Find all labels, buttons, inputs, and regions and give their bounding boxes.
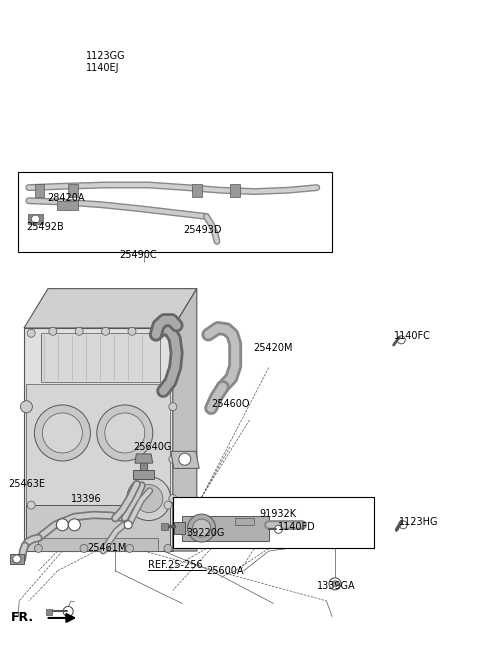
Text: 25640G: 25640G: [133, 442, 172, 453]
Circle shape: [164, 544, 172, 552]
Circle shape: [127, 476, 171, 521]
Bar: [173, 497, 374, 548]
Circle shape: [13, 555, 21, 563]
Circle shape: [32, 215, 39, 223]
Circle shape: [35, 405, 90, 461]
Circle shape: [102, 327, 109, 335]
Circle shape: [27, 501, 35, 509]
Circle shape: [49, 327, 57, 335]
Circle shape: [164, 329, 172, 337]
Circle shape: [27, 329, 35, 337]
Polygon shape: [192, 184, 202, 197]
Circle shape: [126, 544, 133, 552]
Polygon shape: [230, 184, 240, 197]
Polygon shape: [46, 609, 52, 615]
Circle shape: [97, 405, 153, 461]
Text: REF.25-256: REF.25-256: [148, 560, 203, 571]
Polygon shape: [182, 516, 269, 541]
Text: FR.: FR.: [11, 611, 34, 625]
Polygon shape: [35, 184, 44, 197]
Circle shape: [332, 581, 338, 587]
Circle shape: [179, 453, 191, 465]
Text: 25492B: 25492B: [26, 222, 64, 232]
Circle shape: [169, 403, 177, 411]
Text: 1140EJ: 1140EJ: [86, 63, 120, 73]
Polygon shape: [24, 289, 197, 328]
Polygon shape: [173, 289, 197, 551]
Circle shape: [329, 578, 341, 590]
Circle shape: [105, 413, 145, 453]
Text: 39220G: 39220G: [186, 527, 225, 538]
Text: 1140FC: 1140FC: [394, 331, 431, 341]
Circle shape: [169, 495, 177, 502]
Circle shape: [20, 401, 32, 413]
Bar: [26, 384, 170, 505]
Text: 91932K: 91932K: [259, 508, 296, 519]
Circle shape: [192, 519, 211, 537]
Polygon shape: [133, 470, 154, 479]
Circle shape: [188, 514, 216, 542]
Polygon shape: [174, 522, 185, 534]
Circle shape: [35, 544, 42, 552]
Circle shape: [69, 519, 81, 531]
Bar: [41, 333, 160, 382]
Circle shape: [275, 525, 282, 533]
Polygon shape: [26, 505, 170, 551]
Text: 1339GA: 1339GA: [317, 581, 355, 592]
Circle shape: [124, 521, 132, 529]
Circle shape: [169, 334, 177, 342]
Text: 13396: 13396: [71, 493, 102, 504]
Polygon shape: [135, 454, 153, 463]
Circle shape: [169, 363, 177, 371]
Text: 25600A: 25600A: [206, 565, 244, 576]
Text: 1140FD: 1140FD: [278, 522, 316, 533]
Text: 25460O: 25460O: [211, 399, 250, 409]
Circle shape: [42, 413, 83, 453]
Circle shape: [152, 327, 160, 335]
Polygon shape: [10, 554, 24, 564]
Text: 25420M: 25420M: [253, 342, 293, 353]
Circle shape: [128, 327, 136, 335]
Circle shape: [399, 521, 407, 529]
Circle shape: [57, 519, 69, 531]
Text: 25463E: 25463E: [9, 479, 46, 489]
Circle shape: [397, 336, 405, 344]
Text: 28420A: 28420A: [47, 193, 84, 203]
Circle shape: [164, 501, 172, 509]
Polygon shape: [57, 201, 78, 210]
Circle shape: [63, 606, 73, 617]
Polygon shape: [140, 454, 147, 470]
Text: 25490C: 25490C: [119, 249, 156, 260]
Polygon shape: [38, 538, 158, 551]
Polygon shape: [171, 451, 199, 468]
Text: 1123GG: 1123GG: [86, 51, 126, 62]
Polygon shape: [235, 518, 254, 525]
Circle shape: [169, 455, 177, 463]
Bar: [18, 172, 332, 252]
Polygon shape: [68, 184, 78, 197]
Polygon shape: [24, 328, 173, 551]
Polygon shape: [161, 523, 168, 530]
Circle shape: [135, 485, 163, 512]
Text: 25461M: 25461M: [87, 543, 127, 554]
Text: 25493D: 25493D: [183, 224, 222, 235]
Circle shape: [80, 544, 88, 552]
Circle shape: [75, 327, 83, 335]
Text: 1123HG: 1123HG: [399, 517, 439, 527]
Polygon shape: [28, 214, 43, 224]
